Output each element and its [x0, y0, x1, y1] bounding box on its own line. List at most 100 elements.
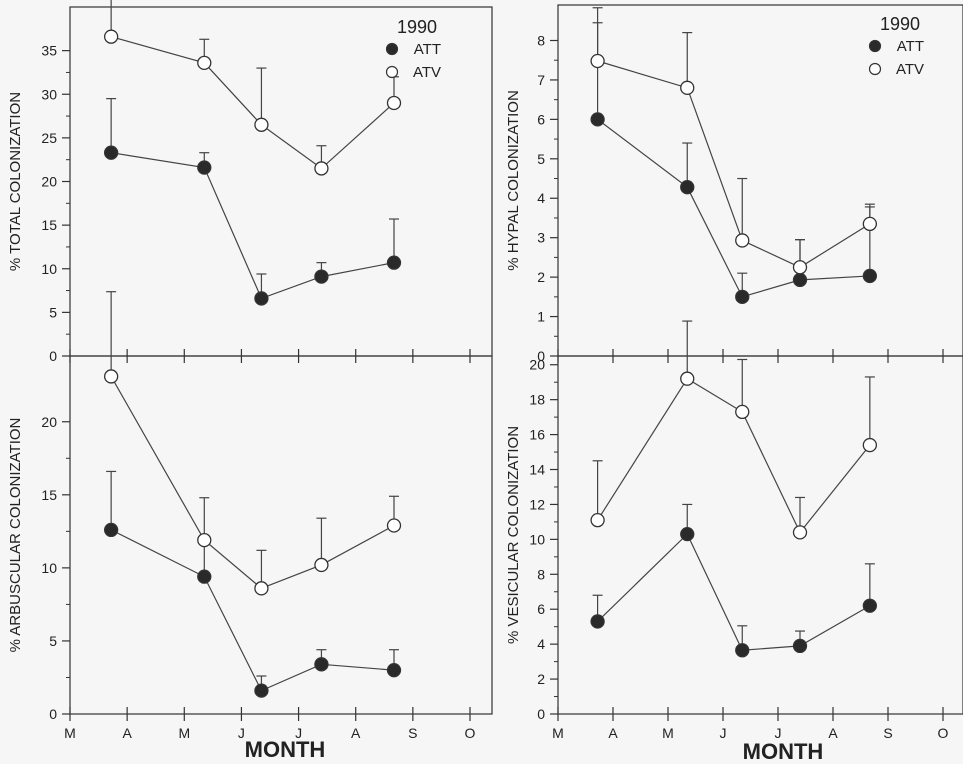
y-tick-label: 5 [49, 633, 57, 649]
legend-label: ATV [413, 64, 441, 81]
series-line-att [110, 529, 395, 692]
x-tick-label: M [552, 725, 564, 741]
y-tick-label: 10 [41, 261, 57, 277]
data-point-att [735, 643, 750, 658]
legend-label: ATT [897, 38, 924, 55]
y-tick-label: 3 [537, 230, 545, 246]
legend-marker-atv [868, 62, 882, 76]
data-point-atv [197, 55, 212, 70]
data-point-att [792, 638, 808, 654]
y-tick-label: 1 [537, 309, 545, 325]
y-tick-label: 2 [537, 269, 545, 285]
series-line-att [597, 533, 871, 651]
data-point-att [197, 569, 212, 584]
x-tick-label: J [238, 725, 245, 741]
legend-marker-att [868, 39, 882, 53]
y-axis-label: % ARBUSCULAR COLONIZATION [7, 418, 24, 653]
x-tick-label: M [178, 725, 190, 741]
x-tick-label: A [122, 725, 132, 741]
y-tick-label: 2 [537, 671, 545, 687]
x-tick-label: J [295, 725, 302, 741]
y-tick-label: 4 [537, 636, 545, 652]
data-point-atv [680, 80, 695, 95]
data-point-atv [197, 532, 212, 548]
y-tick-label: 14 [529, 462, 545, 478]
series-line-att [597, 118, 870, 298]
y-tick-label: 20 [41, 414, 57, 430]
y-tick-label: 5 [537, 151, 545, 167]
data-point-atv [103, 29, 119, 44]
panel-hypal-colonization: 0 1 2 3 4 5 6 7 8 % HYPAL COLONIZATION 1990 ATT ATV [505, 4, 963, 364]
data-point-att [254, 683, 269, 698]
series-line-atv [110, 36, 395, 170]
data-point-atv [386, 95, 402, 111]
legend-label: ATV [896, 61, 924, 78]
x-tick-label: A [351, 725, 361, 741]
x-tick-label: M [64, 725, 76, 741]
x-tick-label: J [775, 725, 782, 741]
y-tick-label: 10 [41, 560, 57, 576]
data-point-att [680, 180, 695, 195]
panel-vesicular-colonization: 0 2 4 6 8 10 12 14 16 18 20 M A M J J A S O % VESICULAR COL… [505, 320, 963, 741]
y-tick-label: 7 [537, 72, 545, 88]
y-tick-label: 6 [537, 601, 545, 617]
legend-title: 1990 [880, 14, 920, 34]
data-point-atv [862, 437, 877, 453]
data-point-atv [680, 371, 695, 386]
y-tick-label: 30 [41, 86, 57, 102]
y-tick-label: 25 [41, 130, 57, 146]
series-line-atv [597, 377, 871, 534]
y-axis-label: % VESICULAR COLONIZATION [505, 426, 522, 644]
y-axis-label: % TOTAL COLONIZATION [7, 92, 24, 271]
legend-marker-atv [385, 65, 399, 79]
data-point-atv [590, 513, 605, 528]
data-point-att [103, 522, 119, 538]
y-tick-label: 16 [529, 427, 545, 443]
y-tick-label: 0 [49, 706, 57, 722]
data-point-att [386, 663, 402, 678]
plot-frame [69, 355, 493, 715]
y-tick-label: 20 [529, 357, 545, 373]
data-point-att [792, 272, 808, 288]
x-tick-label: O [938, 725, 949, 741]
x-axis-label-left: MONTH [245, 737, 326, 762]
legend-marker-att [385, 42, 399, 56]
plot-frame [557, 4, 963, 357]
x-axis-label-right: MONTH [743, 739, 824, 764]
plot-frame [69, 6, 493, 357]
data-point-att [862, 598, 877, 613]
data-point-att [386, 255, 402, 270]
x-tick-label: A [828, 725, 838, 741]
data-point-att [103, 145, 119, 160]
x-tick-label: S [883, 725, 892, 741]
data-point-att [680, 526, 695, 542]
series-line-atv [110, 376, 395, 590]
data-point-att [590, 614, 605, 629]
panel-arbuscular-colonization: 0 5 10 15 20 M A M J J A S O % ARBUSCULAR COLONIZATIO… [7, 291, 493, 741]
data-point-att [254, 291, 269, 306]
data-point-atv [792, 525, 808, 540]
y-tick-label: 4 [537, 190, 545, 206]
data-point-atv [314, 557, 329, 573]
plot-frame [557, 355, 963, 715]
data-point-att [590, 112, 605, 127]
y-tick-label: 0 [537, 706, 545, 722]
data-point-atv [103, 369, 119, 384]
y-tick-label: 20 [41, 174, 57, 190]
y-tick-label: 8 [537, 566, 545, 582]
data-point-att [314, 269, 329, 284]
x-tick-label: S [408, 725, 417, 741]
series-line-att [111, 152, 395, 300]
y-tick-label: 15 [41, 487, 57, 503]
data-point-atv [862, 216, 877, 232]
y-tick-label: 15 [41, 217, 57, 233]
y-tick-label: 18 [529, 392, 545, 408]
panel-total-colonization: 0 5 10 15 20 25 30 35 % TOTAL COLONIZATION 1990 AT… [7, 0, 493, 364]
data-point-att [314, 657, 329, 672]
y-tick-label: 12 [529, 496, 545, 512]
data-point-atv [590, 53, 605, 69]
x-tick-label: A [608, 725, 618, 741]
data-point-atv [254, 117, 269, 132]
y-tick-label: 35 [41, 43, 57, 59]
